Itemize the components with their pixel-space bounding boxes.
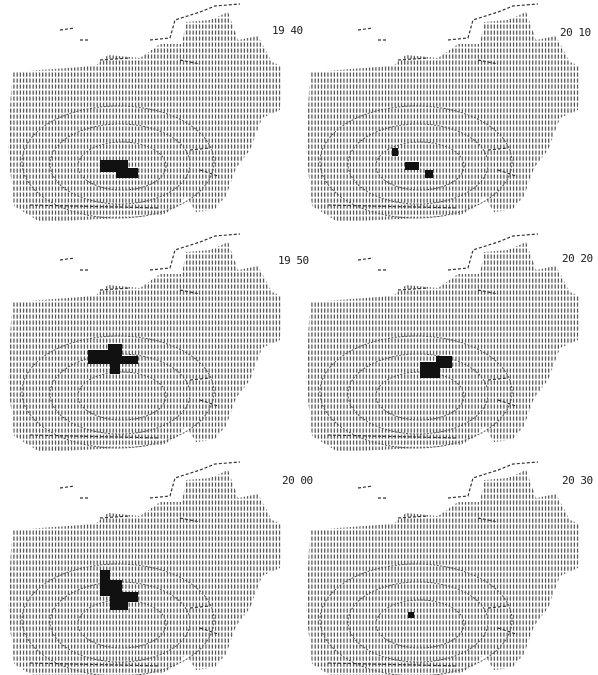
echo-core (408, 612, 414, 618)
map-panel (7, 461, 283, 675)
echo-core (392, 148, 433, 178)
echo-core (420, 356, 452, 378)
time-label: 19 40 (272, 24, 303, 37)
map-panel (7, 233, 283, 453)
time-label: 20 10 (560, 26, 591, 39)
time-label: 20 00 (282, 474, 313, 487)
map-panel (305, 3, 581, 223)
map-panel (7, 3, 283, 223)
echo-core (100, 160, 138, 178)
echo-core (88, 344, 138, 374)
time-label: 20 20 (562, 252, 593, 265)
time-label: 20 30 (562, 474, 593, 487)
map-panel (305, 233, 581, 453)
time-label: 19 50 (278, 254, 309, 267)
map-panel (305, 461, 581, 675)
echo-core (100, 570, 138, 610)
